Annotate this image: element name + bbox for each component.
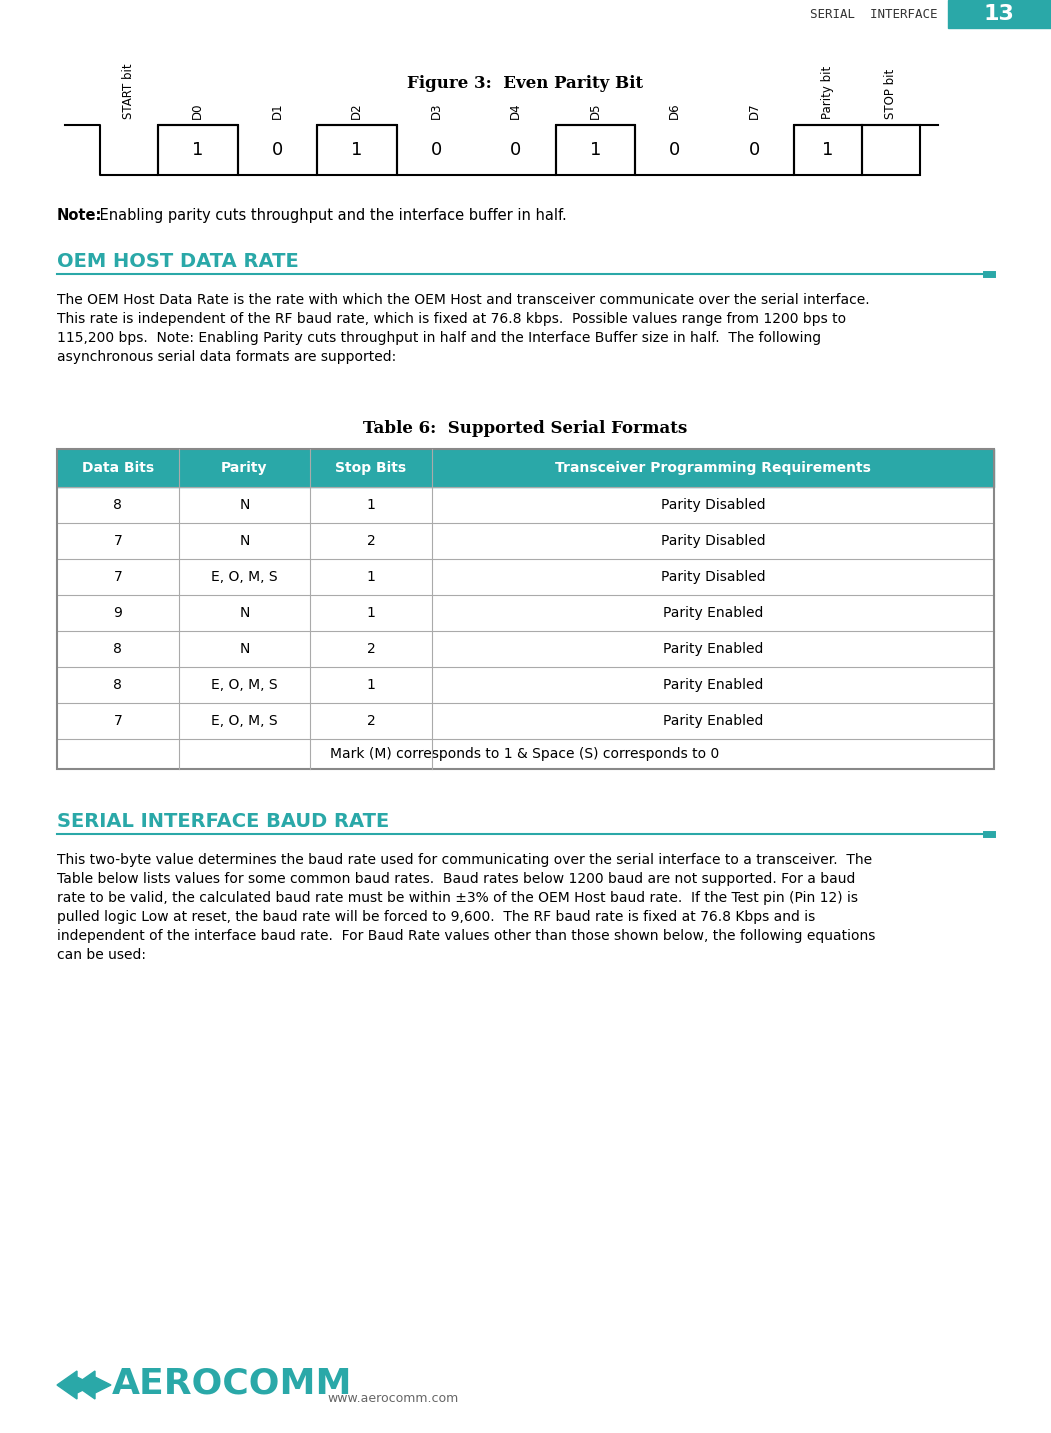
- Text: 0: 0: [669, 140, 680, 159]
- Text: 0: 0: [431, 140, 441, 159]
- Text: START bit: START bit: [123, 63, 136, 119]
- Text: Transceiver Programming Requirements: Transceiver Programming Requirements: [555, 461, 871, 474]
- Text: Mark (M) corresponds to 1 & Space (S) corresponds to 0: Mark (M) corresponds to 1 & Space (S) co…: [330, 747, 720, 761]
- Text: SERIAL INTERFACE BAUD RATE: SERIAL INTERFACE BAUD RATE: [57, 811, 389, 831]
- Text: 1: 1: [367, 570, 375, 585]
- Text: Parity: Parity: [221, 461, 268, 474]
- Text: 0: 0: [748, 140, 760, 159]
- Text: 8: 8: [114, 642, 122, 656]
- Text: Parity bit: Parity bit: [822, 66, 834, 119]
- Text: D7: D7: [747, 102, 761, 119]
- Text: D1: D1: [271, 102, 284, 119]
- Bar: [57, 595, 994, 631]
- Text: 2: 2: [367, 535, 375, 547]
- Text: 1: 1: [590, 140, 601, 159]
- Text: independent of the interface baud rate.  For Baud Rate values other than those s: independent of the interface baud rate. …: [57, 929, 875, 943]
- Text: pulled logic Low at reset, the baud rate will be forced to 9,600.  The RF baud r: pulled logic Low at reset, the baud rate…: [57, 910, 816, 924]
- Text: N: N: [240, 499, 249, 512]
- Text: 7: 7: [114, 714, 122, 728]
- Text: Parity Enabled: Parity Enabled: [663, 606, 763, 620]
- Text: 0: 0: [271, 140, 283, 159]
- Text: The OEM Host Data Rate is the rate with which the OEM Host and transceiver commu: The OEM Host Data Rate is the rate with …: [57, 292, 869, 307]
- Text: 1: 1: [192, 140, 204, 159]
- Text: 13: 13: [984, 4, 1014, 24]
- Text: can be used:: can be used:: [57, 949, 146, 962]
- Text: D0: D0: [191, 103, 204, 119]
- Text: E, O, M, S: E, O, M, S: [211, 714, 277, 728]
- Text: Parity Disabled: Parity Disabled: [661, 499, 765, 512]
- Text: Parity Disabled: Parity Disabled: [661, 535, 765, 547]
- Bar: [57, 666, 994, 704]
- Text: 7: 7: [114, 570, 122, 585]
- Text: 2: 2: [367, 642, 375, 656]
- Text: AEROCOMM: AEROCOMM: [112, 1367, 352, 1401]
- Text: Parity Enabled: Parity Enabled: [663, 714, 763, 728]
- Polygon shape: [57, 1371, 92, 1399]
- Text: D4: D4: [510, 102, 522, 119]
- Text: Parity Enabled: Parity Enabled: [663, 642, 763, 656]
- Text: STOP bit: STOP bit: [885, 69, 898, 119]
- Text: 7: 7: [114, 535, 122, 547]
- Bar: [57, 449, 994, 487]
- Text: 8: 8: [114, 678, 122, 692]
- Bar: [794, 125, 862, 175]
- Text: SERIAL  INTERFACE: SERIAL INTERFACE: [810, 7, 937, 20]
- Bar: [57, 523, 994, 559]
- Text: rate to be valid, the calculated baud rate must be within ±3% of the OEM Host ba: rate to be valid, the calculated baud ra…: [57, 891, 858, 906]
- Text: www.aerocomm.com: www.aerocomm.com: [327, 1393, 458, 1406]
- Text: Parity Enabled: Parity Enabled: [663, 678, 763, 692]
- Text: Table 6:  Supported Serial Formats: Table 6: Supported Serial Formats: [363, 420, 687, 437]
- Bar: [57, 739, 994, 770]
- Text: 1: 1: [822, 140, 833, 159]
- Text: E, O, M, S: E, O, M, S: [211, 678, 277, 692]
- Text: Enabling parity cuts throughput and the interface buffer in half.: Enabling parity cuts throughput and the …: [95, 208, 566, 222]
- Text: 8: 8: [114, 499, 122, 512]
- Text: Figure 3:  Even Parity Bit: Figure 3: Even Parity Bit: [407, 75, 643, 92]
- Bar: [158, 125, 238, 175]
- Text: D5: D5: [589, 103, 602, 119]
- Text: D6: D6: [668, 102, 681, 119]
- Bar: [556, 125, 635, 175]
- Text: 0: 0: [510, 140, 521, 159]
- Text: N: N: [240, 535, 249, 547]
- Text: Data Bits: Data Bits: [82, 461, 153, 474]
- Text: D3: D3: [430, 103, 442, 119]
- Text: D2: D2: [350, 102, 364, 119]
- Text: N: N: [240, 606, 249, 620]
- Bar: [948, 0, 1051, 29]
- Bar: [57, 631, 994, 666]
- Text: N: N: [240, 642, 249, 656]
- Text: 115,200 bps.  Note: Enabling Parity cuts throughput in half and the Interface Bu: 115,200 bps. Note: Enabling Parity cuts …: [57, 331, 821, 345]
- Bar: [317, 125, 396, 175]
- Text: 1: 1: [367, 499, 375, 512]
- Text: 1: 1: [367, 678, 375, 692]
- Text: asynchronous serial data formats are supported:: asynchronous serial data formats are sup…: [57, 350, 396, 364]
- Text: E, O, M, S: E, O, M, S: [211, 570, 277, 585]
- Text: 1: 1: [367, 606, 375, 620]
- Text: 1: 1: [351, 140, 363, 159]
- Bar: [57, 704, 994, 739]
- Bar: [862, 125, 920, 175]
- Text: OEM HOST DATA RATE: OEM HOST DATA RATE: [57, 252, 298, 271]
- Bar: [57, 559, 994, 595]
- Text: 2: 2: [367, 714, 375, 728]
- Text: This rate is independent of the RF baud rate, which is fixed at 76.8 kbps.  Poss: This rate is independent of the RF baud …: [57, 312, 846, 325]
- Text: This two-byte value determines the baud rate used for communicating over the ser: This two-byte value determines the baud …: [57, 853, 872, 867]
- Text: Stop Bits: Stop Bits: [335, 461, 407, 474]
- Text: Table below lists values for some common baud rates.  Baud rates below 1200 baud: Table below lists values for some common…: [57, 873, 856, 886]
- Text: Note:: Note:: [57, 208, 102, 222]
- Polygon shape: [75, 1371, 111, 1399]
- Bar: [57, 449, 994, 770]
- Text: 9: 9: [114, 606, 122, 620]
- Bar: [57, 487, 994, 523]
- Text: Parity Disabled: Parity Disabled: [661, 570, 765, 585]
